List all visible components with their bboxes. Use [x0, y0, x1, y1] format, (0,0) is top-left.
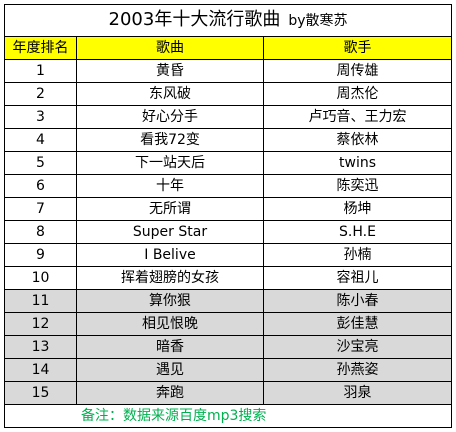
cell-song[interactable]: 奔跑 [76, 381, 264, 405]
cell-song[interactable]: 好心分手 [76, 105, 264, 129]
cell-singer[interactable]: 杨坤 [262, 197, 453, 221]
table-row: 11 算你狠 陈小春 [4, 289, 453, 313]
cell-rank[interactable]: 15 [4, 381, 77, 405]
cell-song[interactable]: 看我72变 [76, 128, 264, 152]
cell-rank[interactable]: 6 [4, 174, 77, 198]
table-row: 7 无所谓 杨坤 [4, 197, 453, 221]
cell-rank[interactable]: 14 [4, 358, 77, 382]
cell-singer[interactable]: 周杰伦 [262, 82, 453, 106]
cell-rank[interactable]: 9 [4, 243, 77, 267]
cell-rank[interactable]: 7 [4, 197, 77, 221]
cell-song[interactable]: 下一站天后 [76, 151, 264, 175]
cell-singer[interactable]: 容祖儿 [262, 266, 453, 290]
cell-song[interactable]: Super Star [76, 220, 264, 244]
cell-rank[interactable]: 2 [4, 82, 77, 106]
cell-song[interactable]: 黄昏 [76, 59, 264, 83]
source-note[interactable]: 备注：数据来源百度mp3搜索 [3, 404, 453, 428]
cell-singer[interactable]: 彭佳慧 [262, 312, 453, 336]
cell-song[interactable]: 相见恨晚 [76, 312, 264, 336]
cell-rank[interactable]: 3 [4, 105, 77, 129]
cell-song[interactable]: 暗香 [76, 335, 264, 359]
header-singer[interactable]: 歌手 [262, 36, 453, 60]
header-song[interactable]: 歌曲 [76, 36, 264, 60]
table-row: 12 相见恨晚 彭佳慧 [4, 312, 453, 336]
cell-song[interactable]: 算你狠 [76, 289, 264, 313]
cell-singer[interactable]: 周传雄 [262, 59, 453, 83]
cell-singer[interactable]: 陈小春 [262, 289, 453, 313]
cell-rank[interactable]: 10 [4, 266, 77, 290]
cell-song[interactable]: 东风破 [76, 82, 264, 106]
ranking-table: 2003年十大流行歌曲 by散寒苏 年度排名 歌曲 歌手 1 黄昏 周传雄 2 东风破 周杰… [3, 4, 453, 428]
note-row: 备注：数据来源百度mp3搜索 [3, 404, 453, 428]
cell-song[interactable]: I Belive [76, 243, 264, 267]
table-row: 4 看我72变 蔡依林 [4, 128, 453, 152]
table-row: 5 下一站天后 twins [4, 151, 453, 175]
title-row: 2003年十大流行歌曲 by散寒苏 [3, 4, 453, 37]
cell-singer[interactable]: 沙宝亮 [262, 335, 453, 359]
cell-singer[interactable]: S.H.E [262, 220, 453, 244]
header-rank[interactable]: 年度排名 [4, 36, 77, 60]
table-row: 10 挥着翅膀的女孩 容祖儿 [4, 266, 453, 290]
table-row: 13 暗香 沙宝亮 [4, 335, 453, 359]
table-title[interactable]: 2003年十大流行歌曲 by散寒苏 [3, 4, 453, 37]
cell-singer[interactable]: 蔡依林 [262, 128, 453, 152]
cell-rank[interactable]: 4 [4, 128, 77, 152]
cell-singer[interactable]: 孙燕姿 [262, 358, 453, 382]
cell-song[interactable]: 无所谓 [76, 197, 264, 221]
spreadsheet: 2003年十大流行歌曲 by散寒苏 年度排名 歌曲 歌手 1 黄昏 周传雄 2 东风破 周杰… [3, 4, 453, 428]
cell-singer[interactable]: 羽泉 [262, 381, 453, 405]
table-row: 3 好心分手 卢巧音、王力宏 [4, 105, 453, 129]
cell-rank[interactable]: 8 [4, 220, 77, 244]
cell-singer[interactable]: 陈奕迅 [262, 174, 453, 198]
table-row: 14 遇见 孙燕姿 [4, 358, 453, 382]
table-row: 8 Super Star S.H.E [4, 220, 453, 244]
title-author: by散寒苏 [288, 13, 348, 29]
cell-rank[interactable]: 5 [4, 151, 77, 175]
cell-singer[interactable]: 卢巧音、王力宏 [262, 105, 453, 129]
cell-rank[interactable]: 1 [4, 59, 77, 83]
cell-rank[interactable]: 13 [4, 335, 77, 359]
cell-singer[interactable]: 孙楠 [262, 243, 453, 267]
cell-song[interactable]: 十年 [76, 174, 264, 198]
cell-singer[interactable]: twins [262, 151, 453, 175]
cell-rank[interactable]: 11 [4, 289, 77, 313]
cell-song[interactable]: 遇见 [76, 358, 264, 382]
title-main: 2003年十大流行歌曲 [108, 9, 281, 30]
cell-rank[interactable]: 12 [4, 312, 77, 336]
table-row: 2 东风破 周杰伦 [4, 82, 453, 106]
header-row: 年度排名 歌曲 歌手 [4, 36, 453, 60]
cell-song[interactable]: 挥着翅膀的女孩 [76, 266, 264, 290]
table-row: 15 奔跑 羽泉 [4, 381, 453, 405]
table-row: 1 黄昏 周传雄 [4, 59, 453, 83]
table-row: 6 十年 陈奕迅 [4, 174, 453, 198]
